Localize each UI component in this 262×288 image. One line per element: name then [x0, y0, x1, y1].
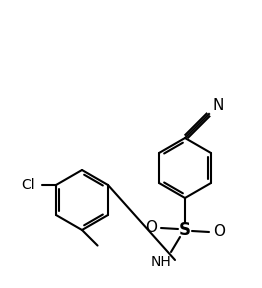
- Text: Cl: Cl: [21, 178, 35, 192]
- Text: S: S: [179, 221, 191, 239]
- Text: N: N: [212, 98, 223, 113]
- Text: O: O: [145, 221, 157, 236]
- Text: O: O: [213, 225, 225, 240]
- Text: NH: NH: [151, 255, 171, 269]
